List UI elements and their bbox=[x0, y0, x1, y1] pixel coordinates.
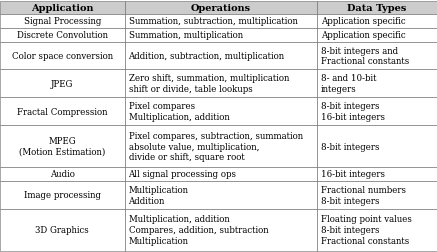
Bar bbox=[125, 70, 317, 98]
Text: Image processing: Image processing bbox=[24, 191, 101, 200]
Bar bbox=[0, 209, 125, 250]
Text: Operations: Operations bbox=[191, 4, 251, 13]
Text: Application: Application bbox=[31, 4, 94, 13]
Text: Discrete Convolution: Discrete Convolution bbox=[17, 31, 108, 40]
Bar bbox=[0, 125, 125, 167]
Bar bbox=[317, 42, 437, 70]
Bar bbox=[0, 42, 125, 70]
Text: Data Types: Data Types bbox=[347, 4, 406, 13]
Bar bbox=[0, 181, 125, 209]
Text: Signal Processing: Signal Processing bbox=[24, 17, 101, 26]
Text: Audio: Audio bbox=[50, 170, 75, 179]
Text: JPEG: JPEG bbox=[51, 79, 73, 88]
Bar bbox=[125, 98, 317, 125]
Text: Zero shift, summation, multiplication
shift or divide, table lookups: Zero shift, summation, multiplication sh… bbox=[128, 74, 289, 94]
Bar bbox=[0, 70, 125, 98]
Text: Fractal Compression: Fractal Compression bbox=[17, 107, 108, 116]
Text: Addition, subtraction, multiplication: Addition, subtraction, multiplication bbox=[128, 52, 284, 61]
Bar bbox=[317, 98, 437, 125]
Text: 8-bit integers
16-bit integers: 8-bit integers 16-bit integers bbox=[321, 102, 385, 121]
Bar bbox=[125, 125, 317, 167]
Bar bbox=[317, 28, 437, 42]
Bar bbox=[0, 2, 125, 15]
Text: Summation, subtraction, multiplication: Summation, subtraction, multiplication bbox=[128, 17, 298, 26]
Text: Application specific: Application specific bbox=[321, 17, 406, 26]
Text: 3D Graphics: 3D Graphics bbox=[35, 225, 89, 234]
Bar bbox=[125, 15, 317, 28]
Text: 8-bit integers and
Fractional constants: 8-bit integers and Fractional constants bbox=[321, 46, 409, 66]
Text: 8-bit integers: 8-bit integers bbox=[321, 142, 379, 151]
Text: Multiplication, addition
Compares, addition, subtraction
Multiplication: Multiplication, addition Compares, addit… bbox=[128, 214, 268, 245]
Text: MPEG
(Motion Estimation): MPEG (Motion Estimation) bbox=[19, 137, 105, 156]
Bar bbox=[317, 70, 437, 98]
Bar bbox=[317, 15, 437, 28]
Bar bbox=[125, 181, 317, 209]
Bar bbox=[317, 181, 437, 209]
Text: Color space conversion: Color space conversion bbox=[12, 52, 113, 61]
Bar bbox=[317, 167, 437, 181]
Text: All signal processing ops: All signal processing ops bbox=[128, 170, 236, 179]
Bar bbox=[125, 167, 317, 181]
Bar bbox=[125, 2, 317, 15]
Bar bbox=[125, 42, 317, 70]
Bar bbox=[0, 15, 125, 28]
Text: Floating point values
8-bit integers
Fractional constants: Floating point values 8-bit integers Fra… bbox=[321, 214, 412, 245]
Text: 16-bit integers: 16-bit integers bbox=[321, 170, 385, 179]
Text: 8- and 10-bit
integers: 8- and 10-bit integers bbox=[321, 74, 376, 94]
Text: Multiplication
Addition: Multiplication Addition bbox=[128, 185, 188, 205]
Bar bbox=[0, 98, 125, 125]
Text: Fractional numbers
8-bit integers: Fractional numbers 8-bit integers bbox=[321, 185, 406, 205]
Bar bbox=[0, 167, 125, 181]
Text: Pixel compares, subtraction, summation
absolute value, multiplication,
divide or: Pixel compares, subtraction, summation a… bbox=[128, 131, 303, 162]
Text: Application specific: Application specific bbox=[321, 31, 406, 40]
Text: Summation, multiplication: Summation, multiplication bbox=[128, 31, 243, 40]
Bar bbox=[317, 2, 437, 15]
Bar bbox=[317, 209, 437, 250]
Bar bbox=[0, 28, 125, 42]
Bar bbox=[125, 28, 317, 42]
Text: Pixel compares
Multiplication, addition: Pixel compares Multiplication, addition bbox=[128, 102, 229, 121]
Bar bbox=[317, 125, 437, 167]
Bar bbox=[125, 209, 317, 250]
